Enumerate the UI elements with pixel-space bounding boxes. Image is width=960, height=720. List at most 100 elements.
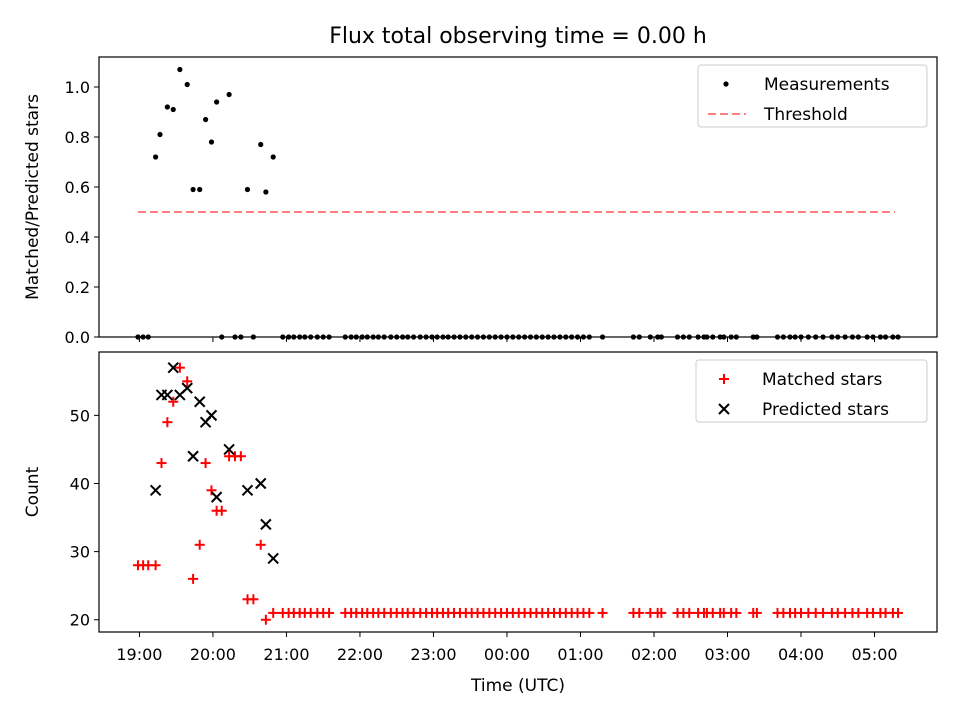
measurement-point xyxy=(244,186,251,193)
bottom-y-axis-label: Count xyxy=(23,466,43,517)
measurement-point xyxy=(258,141,264,148)
x-tick-label: 04:00 xyxy=(778,645,824,664)
x-tick-label: 19:00 xyxy=(116,645,162,664)
x-stroke-b xyxy=(187,450,199,462)
predicted-star-point xyxy=(267,552,279,565)
top-y-tick-label: 0.2 xyxy=(65,278,90,297)
predicted-star-point xyxy=(181,382,193,394)
x-tick-label: 22:00 xyxy=(337,645,383,664)
measurement-point xyxy=(164,104,170,110)
legend-label: Predicted stars xyxy=(762,400,889,420)
matched-star-point xyxy=(656,607,667,618)
matched-star-point xyxy=(188,573,199,584)
matched-star-point xyxy=(174,362,185,373)
matched-star-point xyxy=(751,607,762,618)
matched-star-point xyxy=(268,607,279,618)
top-panel: 0.0 0.2 0.4 0.6 0.8 1.0 Measurements Threshold xyxy=(65,56,938,347)
bottom-panel: 19:00 20:00 21:00 22:00 23:00 00:00 01:00 02:00… xyxy=(70,351,938,664)
x-stroke-b xyxy=(210,491,223,503)
predicted-star-point xyxy=(223,443,235,456)
x-tick-label: 05:00 xyxy=(851,645,897,664)
x-axis-label: Time (UTC) xyxy=(470,676,565,696)
top-y-tick-label: 0.0 xyxy=(65,328,90,347)
x-stroke-b xyxy=(223,443,235,456)
legend-label: Matched stars xyxy=(762,370,882,390)
matched-star-point xyxy=(182,376,193,387)
matched-star-point xyxy=(200,458,211,469)
predicted-star-point xyxy=(187,450,199,462)
x-stroke-b xyxy=(167,361,179,374)
matched-star-point xyxy=(324,607,335,618)
x-stroke-b xyxy=(255,477,267,490)
top-y-tick-label: 0.6 xyxy=(65,178,90,197)
legend-label: Measurements xyxy=(764,75,890,95)
matched-star-point xyxy=(260,614,271,625)
matched-star-point xyxy=(584,607,595,618)
top-y-tick-label: 0.4 xyxy=(65,228,90,247)
matched-star-point xyxy=(853,607,864,618)
x-stroke-b xyxy=(267,552,279,565)
measurement-point xyxy=(197,186,203,193)
measurement-point xyxy=(214,99,220,105)
bottom-y-tick-label: 20 xyxy=(70,611,90,630)
x-tick-label: 21:00 xyxy=(263,645,309,664)
matched-star-point xyxy=(684,607,695,618)
x-stroke-b xyxy=(193,396,206,408)
measurement-point xyxy=(270,154,276,160)
matched-star-point xyxy=(731,607,742,618)
measurement-point xyxy=(153,154,159,160)
matched-star-point xyxy=(818,607,829,618)
top-legend: Measurements Threshold xyxy=(697,64,928,128)
bottom-axes-frame xyxy=(98,351,938,633)
predicted-star-point xyxy=(260,518,272,531)
predicted-star-point xyxy=(161,389,174,401)
measurement-point xyxy=(263,189,269,195)
x-stroke-b xyxy=(161,389,174,401)
legend-predicted-marker-b xyxy=(718,403,730,415)
measurement-point xyxy=(170,106,176,113)
matched-star-point xyxy=(255,539,266,550)
matched-star-point xyxy=(597,607,608,618)
legend-label: Threshold xyxy=(763,105,848,125)
x-tick-label: 02:00 xyxy=(631,645,677,664)
x-stroke-b xyxy=(149,484,162,497)
x-tick-label: 00:00 xyxy=(484,645,530,664)
matched-star-point xyxy=(194,539,205,550)
bottom-legend: Matched stars Predicted stars xyxy=(695,359,928,423)
predicted-star-point xyxy=(149,484,162,497)
legend-box xyxy=(697,64,928,128)
predicted-star-point xyxy=(241,484,254,497)
matched-star-point xyxy=(893,607,904,618)
measurement-point xyxy=(177,66,183,73)
measurement-point xyxy=(184,81,190,88)
matched-star-point xyxy=(168,396,179,407)
bottom-y-tick-label: 40 xyxy=(70,474,90,493)
matched-star-point xyxy=(156,458,167,469)
measurement-point xyxy=(208,139,215,145)
x-tick-label: 23:00 xyxy=(410,645,456,664)
matched-star-point xyxy=(162,417,173,428)
top-y-tick-label: 1.0 xyxy=(65,78,90,97)
measurement-point xyxy=(190,186,196,193)
top-axes-frame xyxy=(98,56,938,338)
matched-star-point xyxy=(235,451,246,462)
x-tick-label: 03:00 xyxy=(704,645,750,664)
x-tick-label: 20:00 xyxy=(190,645,236,664)
predicted-star-point xyxy=(193,396,206,408)
measurement-point xyxy=(202,116,209,123)
top-y-axis-label: Matched/Predicted stars xyxy=(23,94,43,300)
x-stroke-b xyxy=(260,518,272,531)
legend-measurements-marker xyxy=(723,81,729,87)
x-stroke-b xyxy=(241,484,254,497)
predicted-star-point xyxy=(167,361,179,374)
measurement-point xyxy=(226,91,232,98)
predicted-star-point xyxy=(210,491,223,503)
top-y-tick-label: 0.8 xyxy=(65,128,90,147)
matched-star-point xyxy=(206,485,217,496)
legend-box xyxy=(695,359,928,423)
matched-star-point xyxy=(248,594,259,605)
bottom-y-tick-label: 50 xyxy=(70,406,90,425)
bottom-y-tick-label: 30 xyxy=(70,543,90,562)
matched-star-point xyxy=(634,607,645,618)
